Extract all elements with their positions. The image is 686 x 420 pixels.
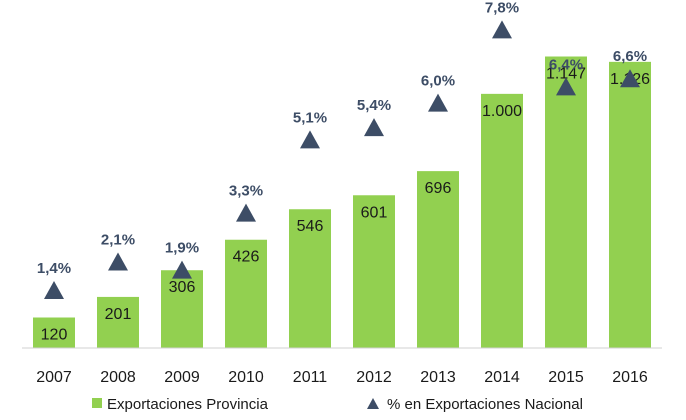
bar-2013 (417, 171, 459, 348)
bar-2016 (609, 61, 651, 349)
bar-label-2008: 201 (105, 306, 132, 323)
markers-layer: 1,4% 2,1% 1,9% 3,3% 5,1% 5,4% 6,0% 7,8% 6,4% 6,6% (37, 0, 647, 299)
legend: Exportaciones Provincia % en Exportacion… (92, 396, 583, 413)
x-tick-2011: 2011 (293, 369, 328, 386)
bar-2015 (545, 56, 587, 348)
marker-triangle-2013 (428, 93, 448, 112)
pct-label-2009: 1,9% (165, 240, 199, 257)
marker-triangle-2012 (364, 118, 384, 137)
bar-2010 (225, 239, 267, 348)
marker-triangle-2014 (492, 20, 512, 39)
pct-label-2016: 6,6% (613, 48, 647, 65)
marker-triangle-2007 (44, 280, 64, 299)
bar-2012 (353, 195, 395, 348)
legend-label-exportaciones-provincia: Exportaciones Provincia (107, 396, 269, 413)
pct-label-2008: 2,1% (101, 231, 135, 248)
bar-2008 (97, 296, 139, 348)
bar-label-2013: 696 (425, 180, 452, 197)
marker-triangle-2011 (300, 130, 320, 149)
x-tick-2010: 2010 (228, 369, 264, 386)
x-tick-2009: 2009 (164, 369, 200, 386)
pct-label-2010: 3,3% (229, 183, 263, 200)
bar-label-2012: 601 (361, 204, 388, 221)
bar-label-2009: 306 (169, 279, 196, 296)
bar-label-2011: 546 (297, 218, 324, 235)
bar-2009 (161, 270, 203, 348)
x-tick-2007: 2007 (36, 369, 72, 386)
legend-swatch-exportaciones-provincia (92, 398, 102, 408)
marker-triangle-2009 (172, 260, 192, 279)
pct-label-2011: 5,1% (293, 109, 327, 126)
x-tick-2015: 2015 (548, 369, 584, 386)
bar-2014 (481, 93, 523, 349)
legend-label-pct-exportaciones-nacional: % en Exportaciones Nacional (387, 396, 583, 413)
x-axis-ticks: 2007 2008 2009 2010 2011 2012 2013 2014 2015 2016 (36, 369, 648, 386)
marker-triangle-2010 (236, 203, 256, 222)
pct-label-2015: 6,4% (549, 56, 583, 73)
marker-triangle-2008 (108, 252, 128, 271)
bar-label-2014: 1.000 (482, 103, 522, 120)
pct-label-2013: 6,0% (421, 73, 455, 90)
bar-2011 (289, 209, 331, 348)
x-tick-2008: 2008 (100, 369, 136, 386)
marker-triangle-2016 (620, 69, 640, 88)
x-tick-2016: 2016 (612, 369, 648, 386)
legend-triangle-icon (367, 398, 379, 409)
marker-triangle-2015 (556, 77, 576, 96)
bar-label-2010: 426 (233, 249, 260, 266)
pct-label-2007: 1,4% (37, 260, 71, 277)
bar-2007 (33, 317, 75, 348)
pct-label-2014: 7,8% (485, 0, 519, 16)
bar-label-2007: 120 (41, 327, 68, 344)
x-tick-2013: 2013 (420, 369, 456, 386)
x-tick-2014: 2014 (484, 369, 520, 386)
bar-label-2015: 1.147 (546, 66, 586, 83)
pct-label-2012: 5,4% (357, 97, 391, 114)
x-tick-2012: 2012 (356, 369, 392, 386)
